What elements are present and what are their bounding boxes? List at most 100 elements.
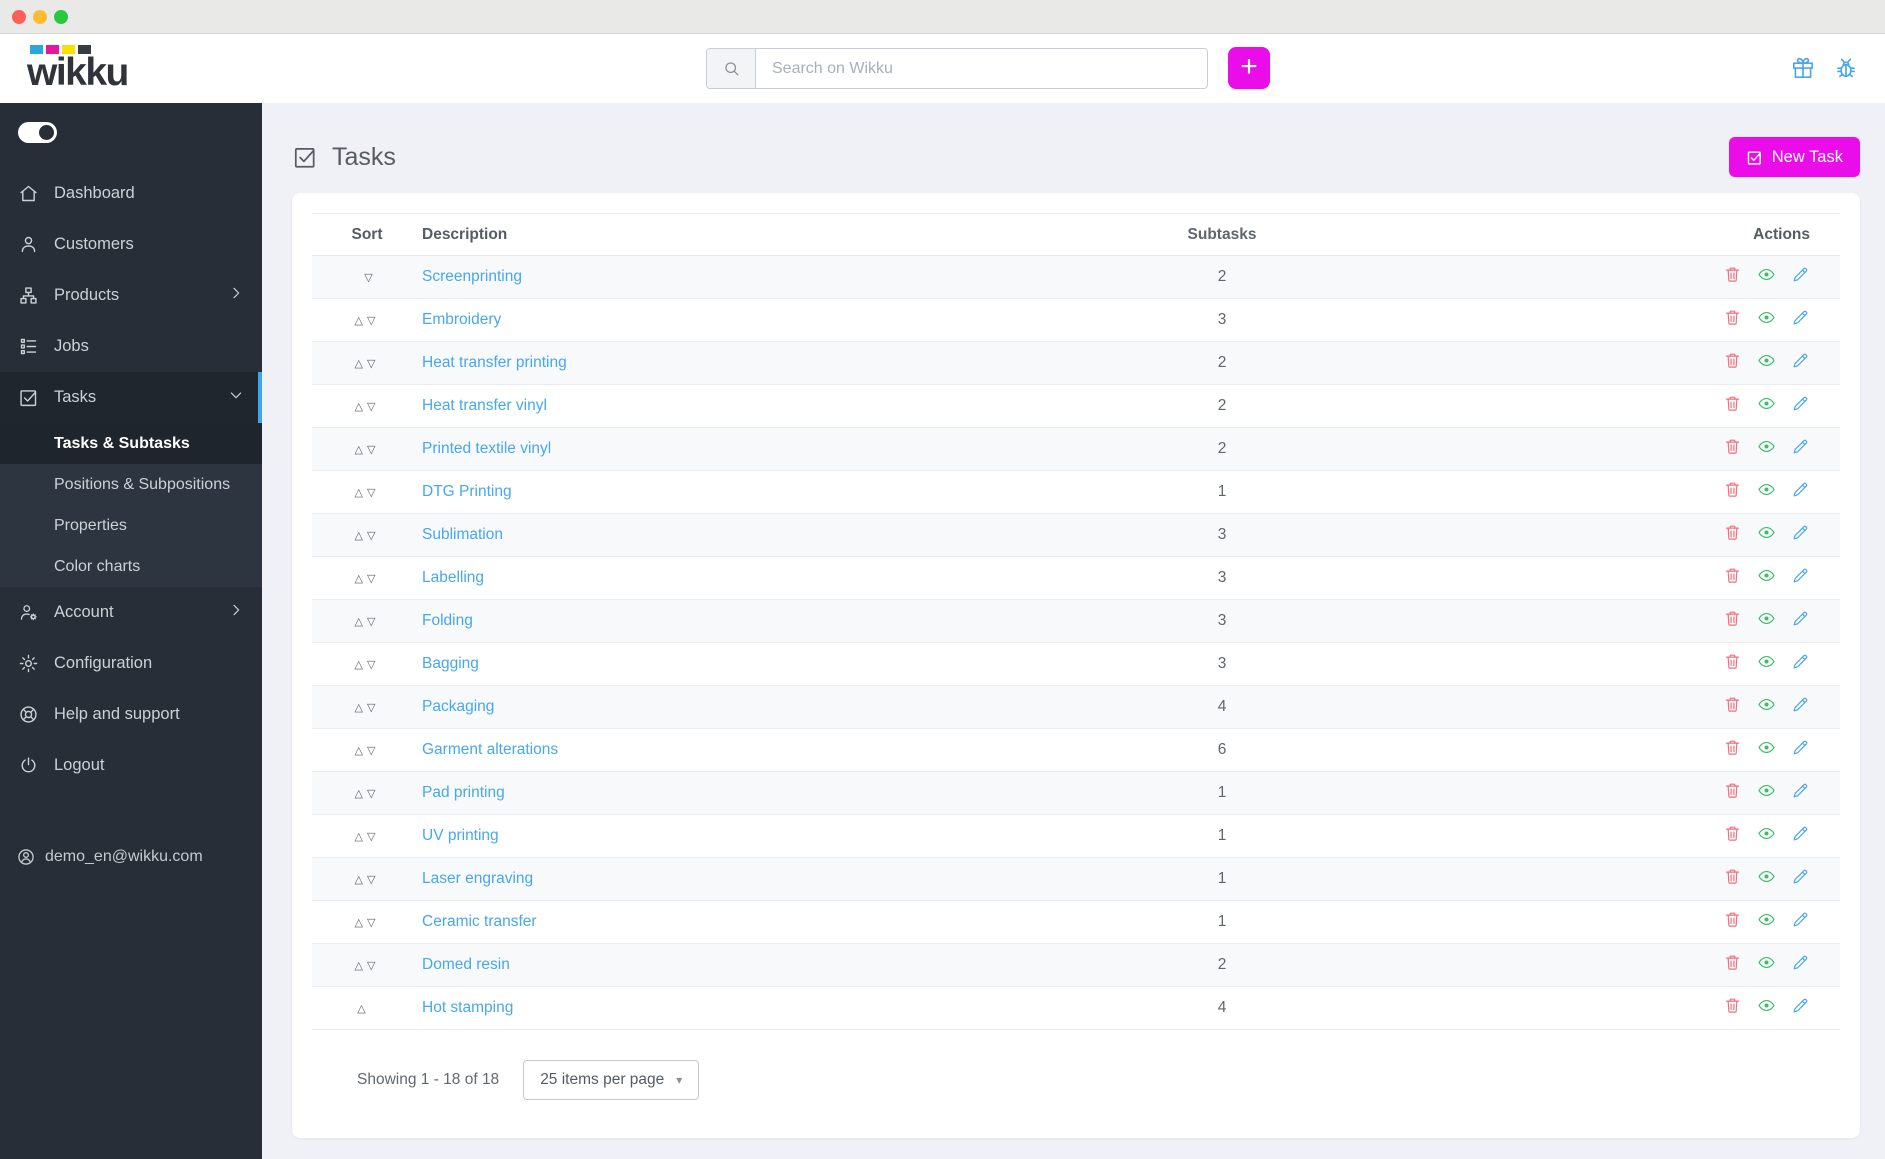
sidebar-item-properties[interactable]: Properties	[0, 505, 262, 546]
task-link[interactable]: Printed textile vinyl	[422, 440, 552, 457]
sort-up-icon[interactable]: △	[354, 573, 367, 585]
sort-up-icon[interactable]: △	[354, 315, 367, 327]
edit-icon[interactable]	[1791, 695, 1810, 714]
task-link[interactable]: Screenprinting	[422, 268, 522, 285]
edit-icon[interactable]	[1791, 738, 1810, 757]
task-link[interactable]: Pad printing	[422, 784, 505, 801]
task-link[interactable]: Garment alterations	[422, 741, 559, 758]
delete-icon[interactable]	[1723, 953, 1742, 972]
view-icon[interactable]	[1757, 523, 1776, 542]
sort-up-icon[interactable]: △	[354, 530, 367, 542]
edit-icon[interactable]	[1791, 996, 1810, 1015]
view-icon[interactable]	[1757, 996, 1776, 1015]
user-account[interactable]: demo_en@wikku.com	[0, 847, 262, 867]
delete-icon[interactable]	[1723, 824, 1742, 843]
task-link[interactable]: UV printing	[422, 827, 499, 844]
search-input[interactable]	[756, 49, 1207, 88]
sort-up-icon[interactable]: △	[354, 831, 367, 843]
sort-down-icon[interactable]: ▽	[367, 960, 380, 972]
sidebar-item-positions-subpositions[interactable]: Positions & Subpositions	[0, 464, 262, 505]
edit-icon[interactable]	[1791, 910, 1810, 929]
sidebar-item-customers[interactable]: Customers	[0, 219, 262, 270]
sort-down-icon[interactable]: ▽	[367, 917, 380, 929]
delete-icon[interactable]	[1723, 910, 1742, 929]
edit-icon[interactable]	[1791, 480, 1810, 499]
sort-up-icon[interactable]: △	[354, 358, 367, 370]
delete-icon[interactable]	[1723, 738, 1742, 757]
task-link[interactable]: DTG Printing	[422, 483, 512, 500]
wikku-logo[interactable]: wikku	[27, 45, 129, 92]
sort-down-icon[interactable]: ▽	[364, 272, 377, 284]
sort-up-icon[interactable]: △	[354, 917, 367, 929]
view-icon[interactable]	[1757, 953, 1776, 972]
sort-up-icon[interactable]: △	[354, 659, 367, 671]
view-icon[interactable]	[1757, 480, 1776, 499]
sort-up-icon[interactable]: △	[354, 702, 367, 714]
edit-icon[interactable]	[1791, 523, 1810, 542]
edit-icon[interactable]	[1791, 265, 1810, 284]
zoom-window-button[interactable]	[54, 9, 68, 24]
edit-icon[interactable]	[1791, 437, 1810, 456]
items-per-page-select[interactable]: 25 items per page ▾	[523, 1060, 700, 1100]
view-icon[interactable]	[1757, 609, 1776, 628]
sort-down-icon[interactable]: ▽	[367, 358, 380, 370]
sort-down-icon[interactable]: ▽	[367, 788, 380, 800]
sidebar-item-account[interactable]: Account	[0, 587, 262, 638]
sidebar-item-tasks-subtasks[interactable]: Tasks & Subtasks	[0, 423, 262, 464]
edit-icon[interactable]	[1791, 781, 1810, 800]
sort-down-icon[interactable]: ▽	[367, 874, 380, 886]
sort-down-icon[interactable]: ▽	[367, 702, 380, 714]
view-icon[interactable]	[1757, 308, 1776, 327]
task-link[interactable]: Laser engraving	[422, 870, 534, 887]
quick-add-button[interactable]: +	[1228, 47, 1270, 89]
sort-up-icon[interactable]: △	[354, 487, 367, 499]
sidebar-item-help-support[interactable]: Help and support	[0, 689, 262, 740]
task-link[interactable]: Heat transfer printing	[422, 354, 567, 371]
sidebar-item-tasks[interactable]: Tasks	[0, 372, 262, 423]
sort-down-icon[interactable]: ▽	[367, 530, 380, 542]
view-icon[interactable]	[1757, 695, 1776, 714]
view-icon[interactable]	[1757, 867, 1776, 886]
delete-icon[interactable]	[1723, 437, 1742, 456]
delete-icon[interactable]	[1723, 394, 1742, 413]
gift-icon[interactable]	[1790, 55, 1816, 81]
view-icon[interactable]	[1757, 781, 1776, 800]
view-icon[interactable]	[1757, 437, 1776, 456]
sort-down-icon[interactable]: ▽	[367, 401, 380, 413]
sort-up-icon[interactable]: △	[354, 616, 367, 628]
delete-icon[interactable]	[1723, 609, 1742, 628]
edit-icon[interactable]	[1791, 867, 1810, 886]
delete-icon[interactable]	[1723, 265, 1742, 284]
sidebar-item-products[interactable]: Products	[0, 270, 262, 321]
view-icon[interactable]	[1757, 394, 1776, 413]
edit-icon[interactable]	[1791, 308, 1810, 327]
view-icon[interactable]	[1757, 265, 1776, 284]
view-icon[interactable]	[1757, 652, 1776, 671]
sort-up-icon[interactable]: △	[354, 444, 367, 456]
new-task-button[interactable]: New Task	[1728, 137, 1860, 177]
task-link[interactable]: Folding	[422, 612, 473, 629]
bug-icon[interactable]	[1833, 55, 1859, 81]
edit-icon[interactable]	[1791, 394, 1810, 413]
delete-icon[interactable]	[1723, 867, 1742, 886]
sort-down-icon[interactable]: ▽	[367, 745, 380, 757]
view-icon[interactable]	[1757, 824, 1776, 843]
sort-down-icon[interactable]: ▽	[367, 831, 380, 843]
sort-down-icon[interactable]: ▽	[367, 659, 380, 671]
delete-icon[interactable]	[1723, 652, 1742, 671]
delete-icon[interactable]	[1723, 566, 1742, 585]
sort-down-icon[interactable]: ▽	[367, 444, 380, 456]
delete-icon[interactable]	[1723, 996, 1742, 1015]
sort-up-icon[interactable]: △	[357, 1003, 370, 1015]
sort-down-icon[interactable]: ▽	[367, 616, 380, 628]
sidebar-item-color-charts[interactable]: Color charts	[0, 546, 262, 587]
task-link[interactable]: Hot stamping	[422, 999, 514, 1016]
edit-icon[interactable]	[1791, 652, 1810, 671]
task-link[interactable]: Embroidery	[422, 311, 502, 328]
task-link[interactable]: Labelling	[422, 569, 485, 586]
delete-icon[interactable]	[1723, 480, 1742, 499]
delete-icon[interactable]	[1723, 351, 1742, 370]
task-link[interactable]: Packaging	[422, 698, 495, 715]
delete-icon[interactable]	[1723, 308, 1742, 327]
view-icon[interactable]	[1757, 566, 1776, 585]
